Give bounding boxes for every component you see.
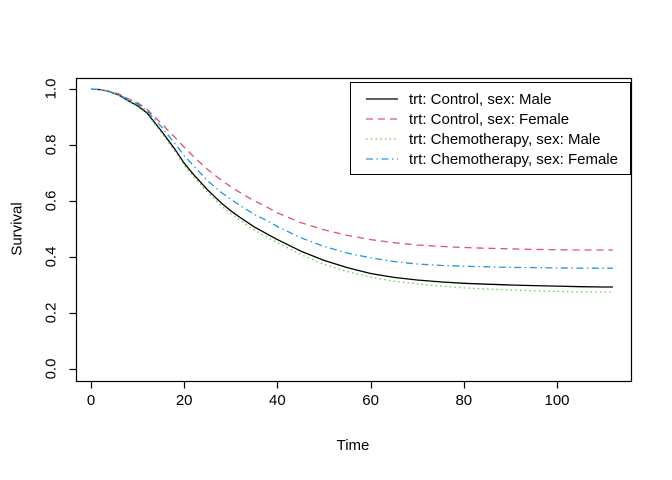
x-tick-label: 40 [269, 392, 286, 409]
y-tick-label: 0.2 [42, 302, 60, 324]
survival-curve-0 [90, 88, 613, 288]
y-tick-label: 0.8 [42, 134, 60, 156]
legend-item-label: trt: Control, sex: Female [409, 110, 570, 128]
x-tick-label: 0 [86, 392, 96, 409]
x-axis-title: Time [336, 437, 370, 454]
legend-item-label: trt: Chemotherapy, sex: Male [409, 130, 601, 148]
y-tick-label: 0.0 [42, 358, 60, 380]
legend: trt: Control, sex: Male trt: Control, se… [350, 82, 631, 175]
x-tick-label: 60 [362, 392, 379, 409]
legend-line-dotted-icon [366, 138, 398, 140]
legend-item: trt: Control, sex: Female [366, 109, 630, 129]
legend-item-label: trt: Chemotherapy, sex: Female [409, 150, 618, 168]
y-tick-label: 0.4 [42, 246, 60, 268]
y-tick-label: 0.6 [42, 190, 60, 212]
plot-box [75, 77, 633, 383]
legend-line-solid-icon [366, 98, 398, 100]
legend-item: trt: Chemotherapy, sex: Female [366, 149, 630, 169]
legend-item-label: trt: Control, sex: Male [409, 90, 552, 108]
x-tick-label: 80 [455, 392, 473, 409]
legend-line-dashdot-icon [366, 158, 398, 160]
legend-item: trt: Chemotherapy, sex: Male [366, 129, 630, 149]
x-tick-label: 100 [544, 392, 570, 409]
legend-line-dashed-icon [366, 118, 398, 120]
survival-curve-1 [90, 88, 613, 251]
survival-curve-2 [90, 88, 613, 293]
y-axis-title: Survival [8, 202, 26, 256]
y-tick-label: 1.0 [42, 78, 60, 100]
survival-curve-3 [90, 88, 613, 269]
legend-item: trt: Control, sex: Male [366, 89, 630, 109]
x-tick-label: 20 [175, 392, 193, 409]
